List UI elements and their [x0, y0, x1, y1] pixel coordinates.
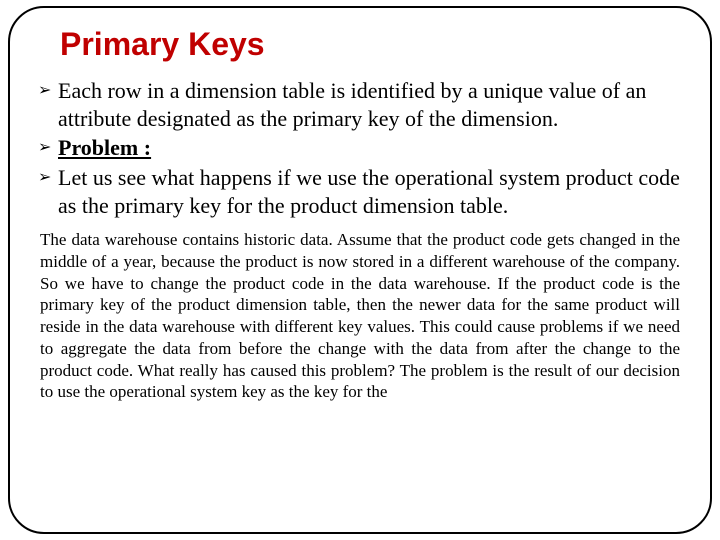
bullet-text: Let us see what happens if we use the op…	[58, 164, 682, 219]
bullet-item: ➢ Each row in a dimension table is ident…	[38, 77, 682, 132]
bullet-marker-icon: ➢	[38, 134, 58, 162]
slide-frame: Primary Keys ➢ Each row in a dimension t…	[8, 6, 712, 534]
bullet-text: Each row in a dimension table is identif…	[58, 77, 682, 132]
bullet-marker-icon: ➢	[38, 164, 58, 192]
slide-title: Primary Keys	[60, 26, 682, 63]
bullet-item: ➢ Problem :	[38, 134, 682, 162]
body-paragraph: The data warehouse contains historic dat…	[38, 229, 682, 403]
bullet-marker-icon: ➢	[38, 77, 58, 105]
bullet-text-bold: Problem :	[58, 134, 682, 162]
bullet-list: ➢ Each row in a dimension table is ident…	[38, 77, 682, 219]
bullet-item: ➢ Let us see what happens if we use the …	[38, 164, 682, 219]
